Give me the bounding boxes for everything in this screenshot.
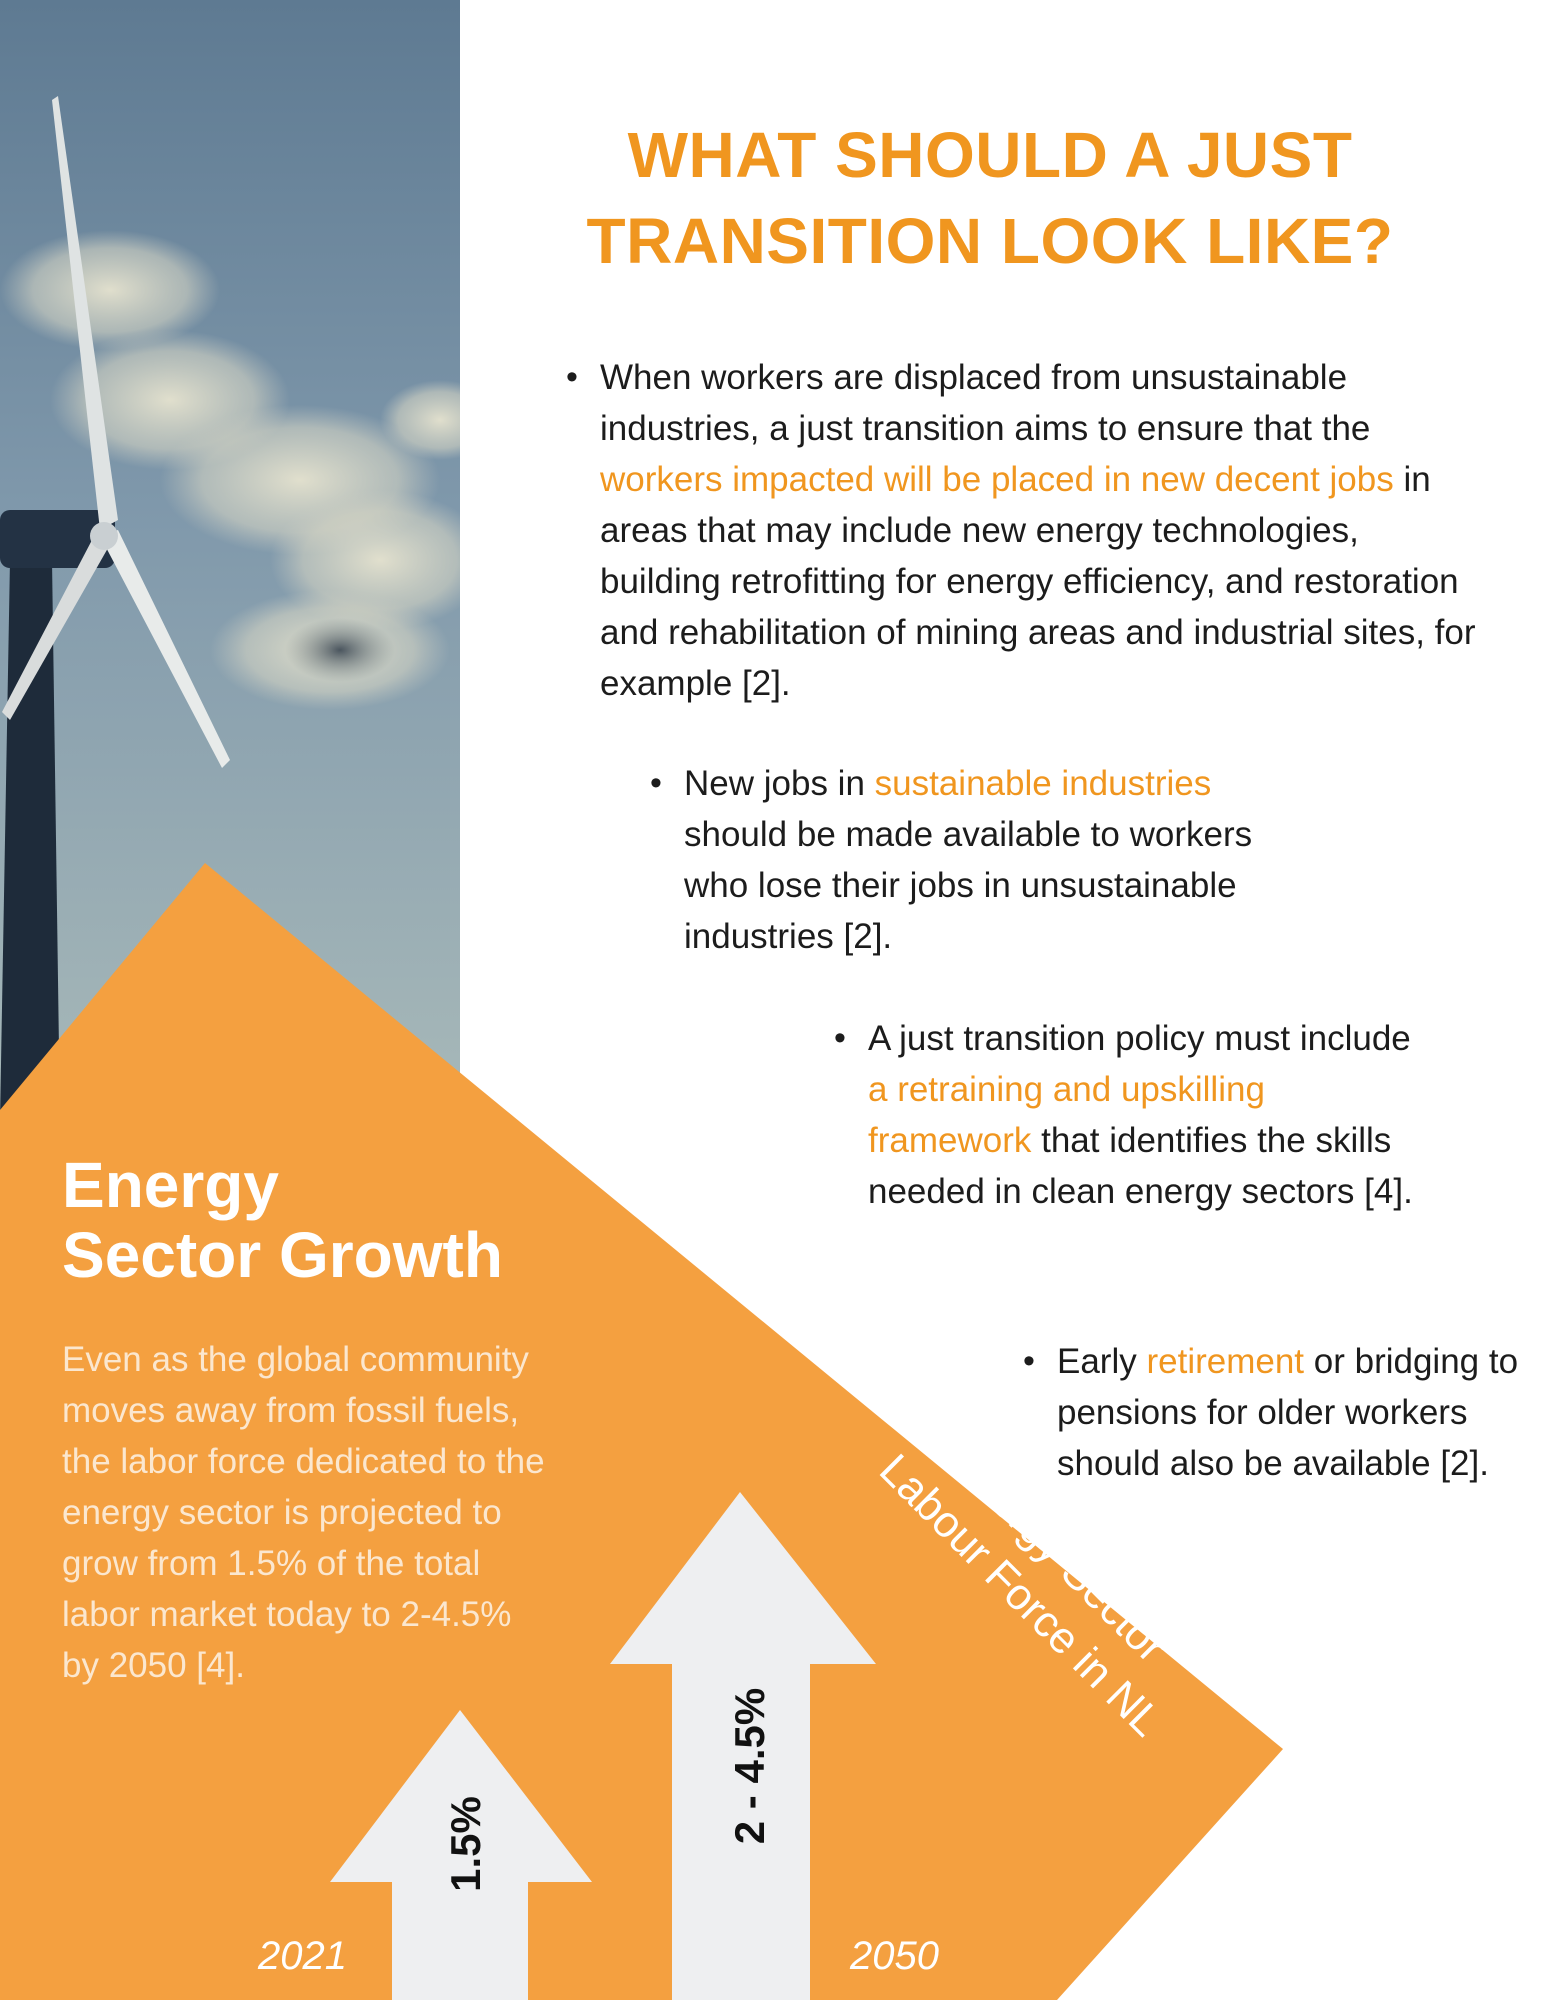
arrow-2021-value: 1.5% — [442, 1796, 489, 1892]
bullet-text: that identifies the skills needed in cle… — [868, 1121, 1413, 1211]
year-2050-label: 2050 — [850, 1934, 939, 1978]
bullet-text: or bridging to pensions for older worker… — [1057, 1342, 1519, 1483]
arrow-2050 — [610, 1492, 876, 2000]
bullet-text: should be made available to workers who … — [684, 815, 1253, 956]
bullet-text: Early — [1057, 1342, 1147, 1381]
bullet-text: When workers are displaced from unsustai… — [600, 358, 1371, 448]
bullet-dot-icon: • — [650, 764, 662, 802]
bullet-dot-icon: • — [566, 358, 578, 396]
title-line-1: WHAT SHOULD A JUST — [627, 119, 1353, 191]
growth-heading-line-2: Sector Growth — [62, 1219, 503, 1291]
bullet-text: New jobs in — [684, 764, 875, 803]
bullet-item: • New jobs in sustainable industries sho… — [650, 758, 1324, 962]
bullet-highlight: retirement — [1146, 1342, 1305, 1381]
page-title: WHAT SHOULD A JUST TRANSITION LOOK LIKE? — [560, 112, 1420, 284]
year-2021-label: 2021 — [258, 1934, 347, 1978]
bullet-item: • Early retirement or bridging to pensio… — [1023, 1336, 1527, 1489]
bullet-item: • When workers are displaced from unsust… — [566, 352, 1480, 709]
growth-heading-line-1: Energy — [62, 1149, 279, 1221]
bullet-dot-icon: • — [1023, 1342, 1035, 1380]
arrow-2050-value: 2 - 4.5% — [726, 1687, 773, 1845]
bullet-text: in areas that may include new energy tec… — [600, 460, 1476, 703]
bullet-text: A just transition policy must include — [868, 1019, 1411, 1058]
bullet-highlight: workers impacted will be placed in new d… — [600, 460, 1394, 499]
bullet-item: • A just transition policy must include … — [834, 1013, 1428, 1217]
bullet-highlight: a retraining and upskilling framework — [868, 1070, 1265, 1160]
title-line-2: TRANSITION LOOK LIKE? — [586, 205, 1394, 277]
growth-heading: Energy Sector Growth — [62, 1150, 582, 1290]
growth-body-text: Even as the global community moves away … — [62, 1340, 545, 1685]
bullet-dot-icon: • — [834, 1019, 846, 1057]
bullet-highlight: sustainable industries — [874, 764, 1212, 803]
arrow-2021 — [330, 1710, 592, 2000]
